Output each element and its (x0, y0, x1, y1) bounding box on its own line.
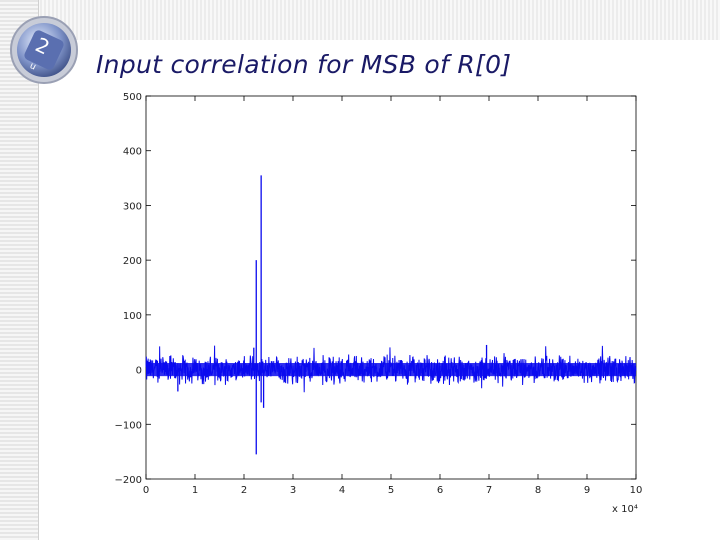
x-tick-label: 8 (535, 485, 541, 496)
y-tick-label: −200 (115, 475, 142, 486)
x-tick-label: 1 (192, 485, 198, 496)
x-tick-label: 0 (143, 485, 149, 496)
series-layer (145, 175, 637, 455)
noise-core (146, 363, 636, 377)
x-tick-label: 10 (630, 485, 643, 496)
axes (145, 95, 637, 480)
y-tick-label: 0 (136, 366, 142, 377)
slide-title: Input correlation for MSB of R[0] (96, 50, 512, 79)
logo-subdigit: u (28, 61, 37, 72)
plot-frame (145, 95, 637, 480)
x-tick-label: 5 (388, 485, 394, 496)
side-decoration (0, 0, 39, 540)
y-tick-label: 100 (123, 311, 142, 322)
y-tick-label: −100 (115, 420, 142, 431)
tick-labels: 0 1 2 3 4 5 6 7 8 9 10 −200 −100 0 100 200 300 400 500 x 10… (115, 92, 643, 515)
numbered-disk-icon: 2 u (10, 16, 78, 84)
x-tick-label: 9 (584, 485, 590, 496)
y-tick-label: 300 (123, 201, 142, 212)
x-tick-label: 2 (241, 485, 247, 496)
x-tick-label: 7 (486, 485, 492, 496)
x-tick-label: 3 (290, 485, 296, 496)
x-tick-label: 6 (437, 485, 443, 496)
y-tick-label: 500 (123, 92, 142, 103)
x-tick-label: 4 (339, 485, 345, 496)
x-multiplier-label: x 10⁴ (612, 504, 638, 515)
y-tick-label: 200 (123, 256, 142, 267)
header-band (0, 0, 720, 40)
y-tick-label: 400 (123, 147, 142, 158)
